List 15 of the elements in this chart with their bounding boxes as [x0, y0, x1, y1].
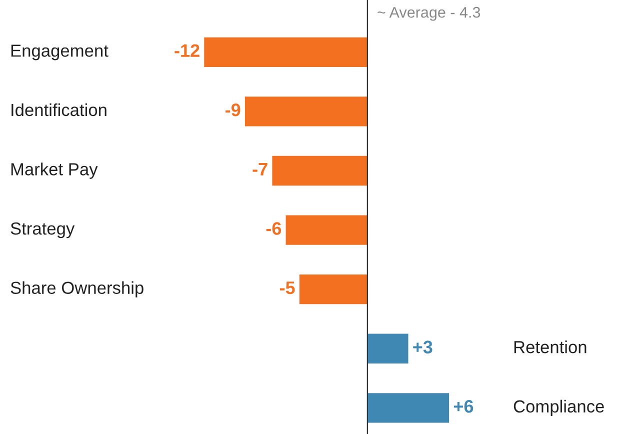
- data-label: -5: [280, 282, 295, 294]
- annotation: ~ Average - 4.3: [378, 6, 480, 21]
- data-label: -9: [226, 104, 240, 116]
- data-label: -12: [174, 44, 200, 57]
- data-label: +3: [413, 340, 432, 354]
- y-tick-label: Engagement: [11, 44, 108, 60]
- y-tick-label: Identification: [12, 103, 106, 116]
- y-tick-label: Strategy: [10, 222, 75, 238]
- data-label: +6: [454, 400, 474, 413]
- y-tick-label: Compliance: [514, 400, 604, 416]
- y-tick-label: Retention: [514, 340, 586, 354]
- y-tick-label: Share Ownership: [10, 281, 144, 298]
- y-tick-label: Market Pay: [11, 162, 98, 179]
- data-label: -6: [266, 222, 282, 235]
- data-label: -7: [252, 163, 268, 176]
